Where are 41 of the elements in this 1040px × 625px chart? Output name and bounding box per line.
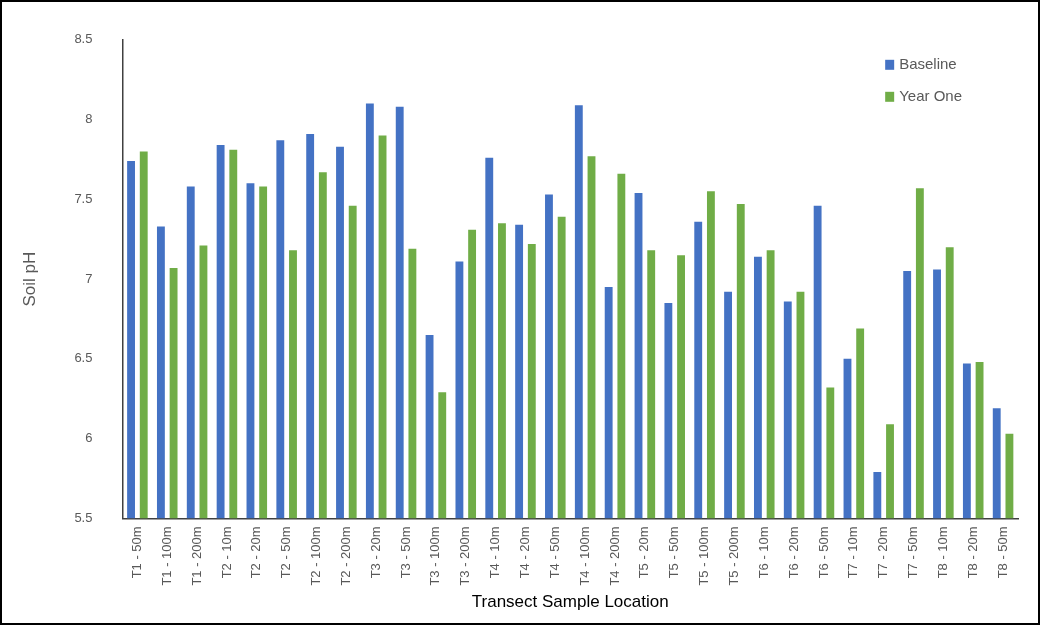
x-tick-label: T4 - 50m [546, 526, 562, 579]
x-tick-label: T7 - 50m [905, 526, 921, 579]
y-tick-label: 6.5 [74, 350, 93, 366]
y-tick-label: 7 [85, 270, 93, 286]
x-tick-label: T7 - 10m [845, 526, 861, 579]
x-tick-label: T4 - 200m [606, 526, 622, 586]
x-tick-label: T8 - 20m [964, 526, 980, 579]
x-tick-label: T1 - 50m [128, 526, 144, 579]
x-tick-label: T5 - 100m [696, 526, 712, 586]
x-tick-label: T4 - 20m [517, 526, 533, 579]
x-tick-label: T2 - 10m [218, 526, 234, 579]
x-axis-title: Transect Sample Location [471, 592, 669, 612]
x-tick-label: T4 - 10m [487, 526, 503, 579]
x-tick-label: T5 - 50m [666, 526, 682, 579]
y-tick-label: 8 [85, 111, 93, 127]
y-tick-label: 5.5 [74, 509, 93, 525]
x-tick-label: T8 - 10m [934, 526, 950, 579]
x-tick-label: T2 - 100m [308, 526, 324, 586]
x-tick-label: T3 - 200m [457, 526, 473, 586]
x-tick-label: T5 - 200m [725, 526, 741, 586]
x-tick-label: T8 - 50m [994, 526, 1010, 579]
x-tick-label: T6 - 10m [755, 526, 771, 579]
x-tick-label: T1 - 100m [158, 526, 174, 586]
x-tick-label: T2 - 200m [337, 526, 353, 586]
x-tick-label: T2 - 20m [248, 526, 264, 579]
x-tick-label: T7 - 20m [875, 526, 891, 579]
x-tick-label: T3 - 50m [397, 526, 413, 579]
x-tick-label: T2 - 50m [278, 526, 294, 579]
legend-label: Baseline [899, 54, 957, 72]
x-tick-label: T6 - 20m [785, 526, 801, 579]
x-tick-label: T3 - 100m [427, 526, 443, 586]
x-tick-label: T6 - 50m [815, 526, 831, 579]
x-tick-label: T5 - 20m [636, 526, 652, 579]
y-tick-label: 8.5 [74, 31, 93, 47]
y-tick-label: 6 [85, 430, 93, 446]
y-tick-label: 7.5 [74, 190, 93, 206]
x-tick-label: T4 - 100m [576, 526, 592, 586]
legend-label: Year One [899, 86, 962, 104]
y-axis-title: Soil pH [19, 251, 39, 307]
x-tick-label: T3 - 20m [367, 526, 383, 579]
x-tick-label: T1 - 200m [188, 526, 204, 586]
